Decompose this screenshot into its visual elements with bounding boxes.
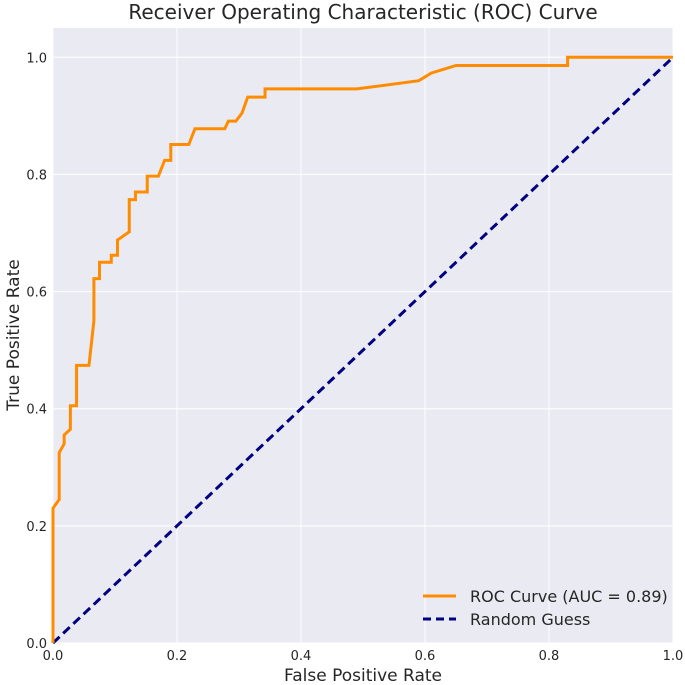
- y-axis-label: True Positive Rate: [4, 259, 24, 411]
- chart-title: Receiver Operating Characteristic (ROC) …: [128, 0, 597, 24]
- x-tick-label: 0.4: [291, 649, 312, 664]
- y-tick-label: 1.0: [26, 51, 47, 66]
- legend-random-label: Random Guess: [470, 610, 590, 629]
- y-tick-label: 0.6: [26, 286, 47, 301]
- x-tick-label: 0.8: [539, 649, 560, 664]
- legend-roc-label: ROC Curve (AUC = 0.89): [470, 587, 668, 606]
- y-tick-label: 0.4: [26, 403, 47, 418]
- x-tick-label: 0.2: [167, 649, 188, 664]
- y-tick-label: 0.2: [26, 520, 47, 535]
- x-tick-label: 1.0: [663, 649, 684, 664]
- x-axis-label: False Positive Rate: [284, 666, 442, 685]
- x-tick-label: 0.6: [415, 649, 436, 664]
- plot-area: [53, 28, 673, 643]
- y-tick-label: 0.0: [26, 637, 47, 652]
- y-tick-label: 0.8: [26, 168, 47, 183]
